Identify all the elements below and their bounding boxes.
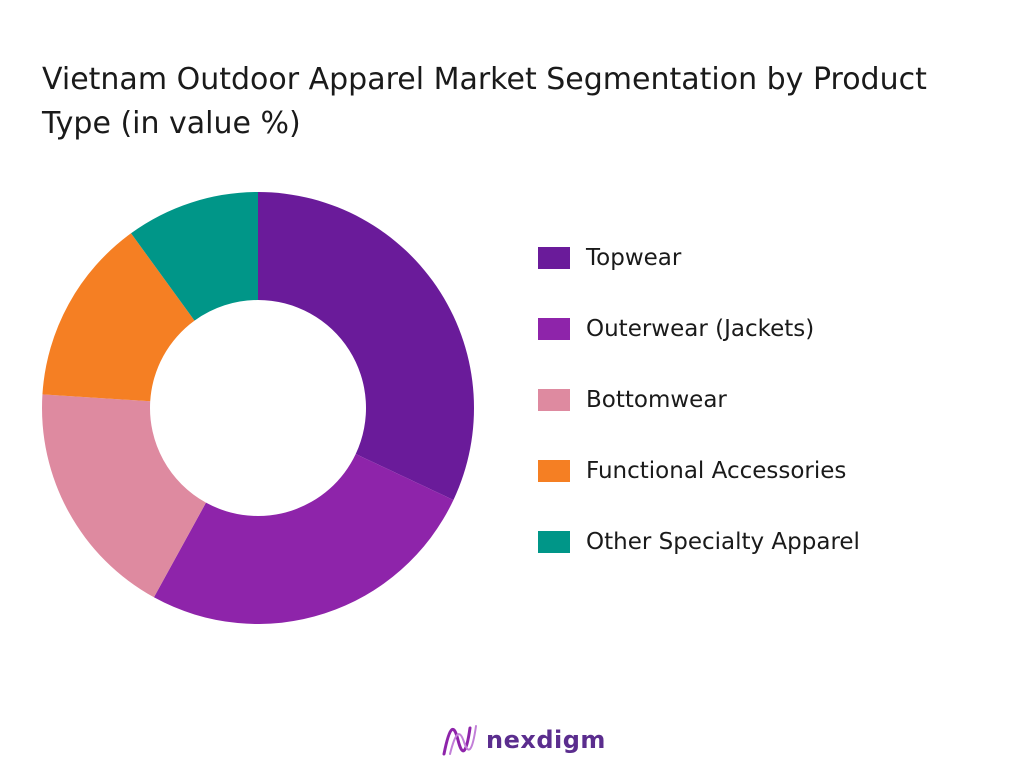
donut-slice-other-specialty-apparel [131, 192, 258, 321]
chart-title: Vietnam Outdoor Apparel Market Segmentat… [42, 62, 927, 141]
legend-label: Outerwear (Jackets) [586, 316, 815, 342]
legend-item: Outerwear (Jackets) [538, 311, 860, 347]
donut-slice-functional-accessories [42, 233, 195, 402]
legend-item: Functional Accessories [538, 453, 860, 489]
brand-logo: nexdigm [440, 720, 606, 760]
legend-swatch [538, 531, 570, 553]
brand-name: nexdigm [486, 726, 606, 754]
legend-swatch [538, 389, 570, 411]
nexdigm-logo-icon [442, 725, 477, 756]
legend-label: Bottomwear [586, 387, 727, 413]
legend-label: Functional Accessories [586, 458, 847, 484]
legend-label: Other Specialty Apparel [586, 529, 860, 555]
legend-swatch [538, 318, 570, 340]
legend-item: Topwear [538, 240, 860, 276]
donut-slice-topwear [258, 192, 475, 500]
legend-swatch [538, 247, 570, 269]
legend-swatch [538, 460, 570, 482]
legend-item: Other Specialty Apparel [538, 524, 860, 560]
legend-label: Topwear [586, 245, 682, 271]
donut-slice-outerwear-jackets [153, 453, 454, 624]
legend-item: Bottomwear [538, 382, 860, 418]
donut-slice-bottomwear [42, 394, 206, 598]
chart-legend: Topwear Outerwear (Jackets) Bottomwear Func… [538, 240, 860, 595]
donut-chart [42, 192, 475, 624]
